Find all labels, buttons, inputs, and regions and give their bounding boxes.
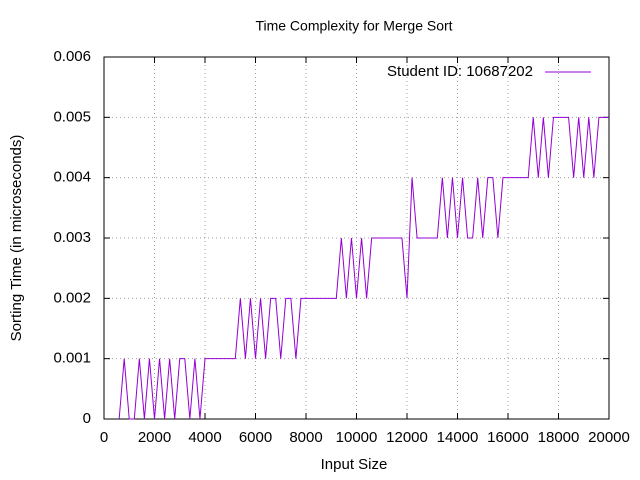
y-axis-label: Sorting Time (in microseconds) [8,135,25,342]
x-tick-label: 6000 [239,429,272,446]
y-tick-label: 0.004 [53,169,91,186]
y-tick-label: 0.001 [53,350,91,367]
y-tick-label: 0.003 [53,229,91,246]
x-tick-label: 18000 [538,429,580,446]
x-tick-label: 16000 [487,429,529,446]
x-tick-label: 14000 [437,429,479,446]
x-tick-label: 8000 [289,429,322,446]
x-tick-label: 20000 [588,429,630,446]
y-tick-label: 0.005 [53,108,91,125]
x-tick-label: 12000 [386,429,428,446]
chart-title: Time Complexity for Merge Sort [255,18,452,34]
x-axis-label: Input Size [321,456,388,473]
legend-label: Student ID: 10687202 [387,63,533,80]
x-tick-label: 4000 [188,429,221,446]
y-tick-label: 0 [83,410,91,427]
y-tick-label: 0.002 [53,289,91,306]
x-tick-label: 0 [100,429,108,446]
y-tick-label: 0.006 [53,48,91,65]
data-line [118,116,609,420]
x-tick-label: 2000 [138,429,171,446]
x-tick-label: 10000 [336,429,378,446]
plot-border [103,56,610,420]
